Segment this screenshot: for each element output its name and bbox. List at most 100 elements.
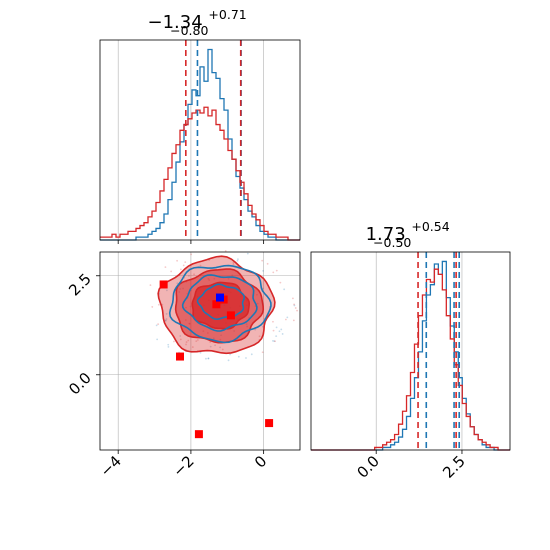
marker-blue [216,293,224,302]
scatter-point [278,330,281,333]
scatter-point [205,357,207,360]
scatter-point [167,343,170,346]
scatter-point [261,351,264,354]
title-upper-error: +0.54 [411,219,449,234]
scatter-point [292,319,295,322]
scatter-point [272,329,275,332]
marker-red [212,300,221,309]
marker-red [176,352,184,361]
scatter-point [193,273,195,276]
scatter-point [250,353,253,356]
scatter-point [224,250,227,252]
plot-frame [310,251,511,451]
scatter-point [164,266,167,269]
scatter-point [245,357,247,359]
scatter-point [275,269,278,272]
scatter-point [274,340,276,343]
x-tick-label: −4 [97,452,125,480]
scatter-point [232,263,235,266]
contour-blue [181,274,258,332]
quantile-lines [185,40,242,240]
scatter-point [185,343,187,346]
marker-red [265,419,274,428]
scatter-point [229,353,232,356]
scatter-point [275,326,278,329]
scatter-point [283,288,286,291]
scatter-point [281,333,284,335]
x-tick-label: 2.5 [439,452,469,482]
scatter-point [284,318,287,321]
panel-bottom-left-scatter: −4 −2 0 0.0 2.5 [65,250,301,480]
scatter-point [165,318,168,320]
scatter-point [272,339,274,342]
scatter-point [272,271,275,274]
scatter-point [296,309,298,312]
scatter-point [286,316,289,319]
scatter-point [273,340,276,342]
contour-blue [168,264,272,344]
scatter-point [207,357,210,360]
histogram-series-red [100,106,300,241]
markers [159,280,274,439]
marker-red [226,311,235,320]
scatter-point [266,262,269,265]
scatter-point [173,340,175,343]
scatter-point [199,351,202,354]
series-layer [100,48,300,241]
scatter-point [258,335,261,338]
scatter-point [209,345,212,348]
panel-title: −1.34 +0.71 −0.80 [148,3,253,38]
scatter-point [164,319,167,322]
scatter-point [165,313,168,315]
scatter-point [176,282,179,285]
series-layer [311,260,510,451]
title-value: 1.73 [366,224,406,245]
scatter-point [221,348,224,351]
title-value: −1.34 [148,12,203,33]
title-lower-error: −0.50 [373,235,411,250]
scatter-point [164,319,167,322]
scatter-point [167,345,170,348]
scatter-point [293,303,295,306]
scatter-point [184,261,187,263]
scatter-point [236,259,239,262]
scatter-point [179,338,182,341]
scatter-point [151,306,154,308]
scatter-point [176,259,178,262]
y-tick-label: 2.5 [65,270,95,300]
x-tick-label: 0.0 [353,452,383,482]
scatter-point [157,323,160,326]
x-axis-ticks [117,240,265,244]
marker-red [194,430,203,439]
scatter-point [214,344,216,347]
scatter-point [156,338,159,341]
panel-bottom-right-histogram: 0.0 2.5 1.73 +0.54 −0.50 [310,215,511,482]
scatter-point [261,259,264,262]
scatter-point [275,335,278,338]
scatter-point [180,268,182,271]
scatter-point [254,328,257,331]
x-tick-label: 0 [251,452,270,471]
scatter-point [237,258,239,261]
title-lower-error: −0.80 [170,23,208,38]
scatter-point [232,261,235,264]
scatter-point [179,335,182,337]
marker-red [159,280,168,289]
panel-title: 1.73 +0.54 −0.50 [366,215,456,250]
title-upper-error: +0.71 [208,7,246,22]
scatter-point [187,274,190,277]
scatter-point [237,355,240,358]
scatter-point [157,303,160,306]
plot-frame [99,39,301,241]
x-tick-label: −2 [169,452,197,480]
x-axis-ticks: 0.0 2.5 [353,450,469,482]
scatter-point [195,340,198,342]
y-tick-label: 0.0 [65,369,95,399]
scatter-point [182,264,185,267]
panel-top-left-histogram: −1.34 +0.71 −0.80 [99,3,301,244]
grid [375,252,463,450]
scatter-point [190,253,193,256]
scatter-point [262,269,264,272]
scatter-point [227,359,230,362]
